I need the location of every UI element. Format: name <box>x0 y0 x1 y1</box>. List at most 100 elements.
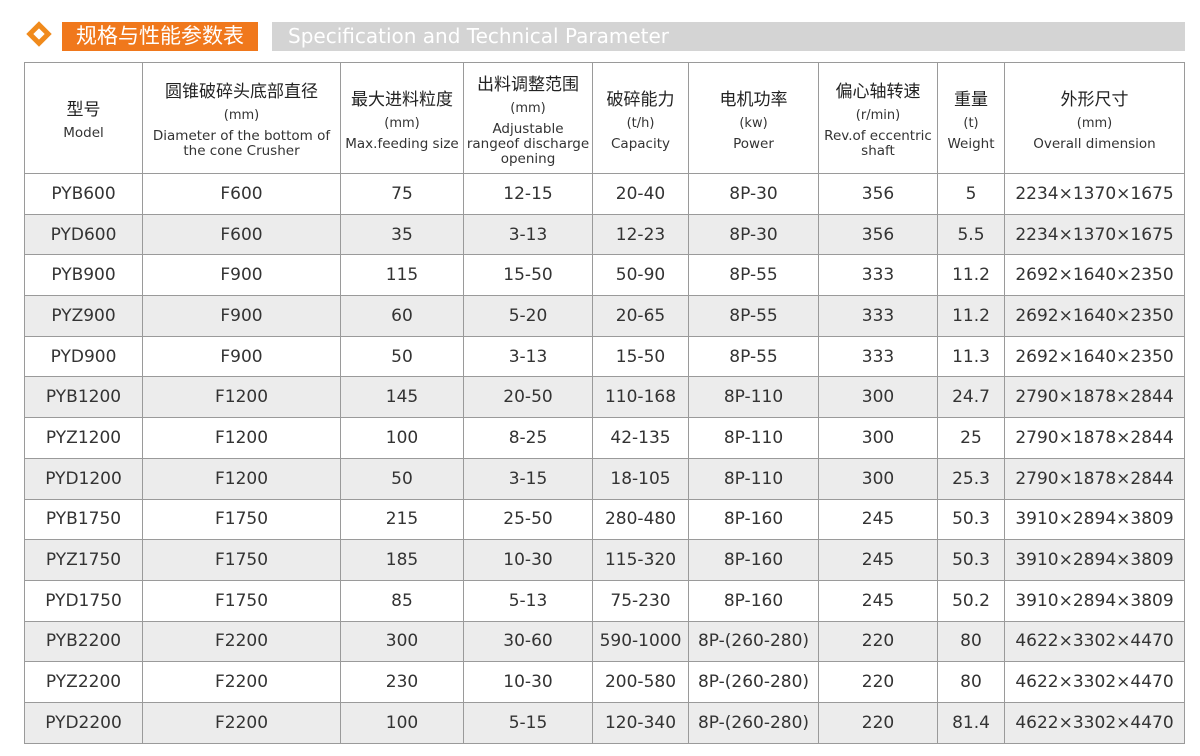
table-cell: F1200 <box>142 376 341 419</box>
table-cell: 35 <box>340 213 464 256</box>
header-cell: 出料调整范围 (mm) Adjustable rangeof discharge o… <box>463 62 593 174</box>
table-cell: 145 <box>340 376 464 419</box>
table-cell: 245 <box>818 539 938 581</box>
header-en: Max.feeding size <box>345 135 459 152</box>
table-cell: 2790×1878×2844 <box>1004 417 1185 459</box>
table-row: PYZ2200 F2200 230 10-30 200-580 8P-(260-280) 2… <box>24 661 1185 703</box>
table-cell: PYZ1750 <box>24 539 143 581</box>
table-cell: 245 <box>818 579 938 622</box>
table-cell: 4622×3302×4470 <box>1004 661 1185 703</box>
table-row: PYZ1200 F1200 100 8-25 42-135 8P-110 300 25 2790… <box>24 417 1185 459</box>
table-cell: PYD1200 <box>24 457 143 500</box>
header-zh: 重量 <box>954 89 988 110</box>
table-cell: 230 <box>340 661 464 703</box>
table-cell: 8P-(260-280) <box>688 620 819 663</box>
table-row: PYB1750 F1750 215 25-50 280-480 8P-160 245 50.3… <box>24 498 1185 541</box>
table-cell: 8P-55 <box>688 335 819 378</box>
table-cell: F1200 <box>142 417 341 459</box>
table-row: PYD2200 F2200 100 5-15 120-340 8P-(260-280) 22… <box>24 701 1185 744</box>
table-row: PYD600 F600 35 3-13 12-23 8P-30 356 5.5 2234×137… <box>24 213 1185 256</box>
table-cell: 300 <box>818 376 938 419</box>
header-en: Overall dimension <box>1033 135 1156 152</box>
table-cell: PYZ1200 <box>24 417 143 459</box>
table-cell: 25.3 <box>937 457 1005 500</box>
table-cell: 185 <box>340 539 464 581</box>
table-cell: 8P-30 <box>688 173 819 215</box>
table-cell: 50.3 <box>937 498 1005 541</box>
table-cell: 80 <box>937 620 1005 663</box>
table-cell: 280-480 <box>592 498 689 541</box>
table-cell: 120-340 <box>592 701 689 744</box>
table-cell: 20-40 <box>592 173 689 215</box>
spec-table: 型号 Model 圆锥破碎头底部直径 (mm) Diameter of the bott… <box>24 62 1185 744</box>
table-cell: 60 <box>340 295 464 337</box>
header-zh: 外形尺寸 <box>1060 89 1129 110</box>
table-cell: 8P-55 <box>688 295 819 337</box>
table-cell: 8P-160 <box>688 498 819 541</box>
table-cell: F2200 <box>142 701 341 744</box>
table-cell: 356 <box>818 213 938 256</box>
table-cell: PYD1750 <box>24 579 143 622</box>
header-unit: (mm) <box>1076 115 1113 131</box>
table-cell: 2790×1878×2844 <box>1004 457 1185 500</box>
table-cell: 8P-(260-280) <box>688 701 819 744</box>
header-zh: 破碎能力 <box>606 89 675 110</box>
table-cell: 2692×1640×2350 <box>1004 254 1185 297</box>
table-row: PYB600 F600 75 12-15 20-40 8P-30 356 5 2234×1370… <box>24 173 1185 215</box>
header-row: 型号 Model 圆锥破碎头底部直径 (mm) Diameter of the bott… <box>24 62 1185 174</box>
table-cell: 220 <box>818 661 938 703</box>
table-cell: 3910×2894×3809 <box>1004 539 1185 581</box>
table-row: PYD900 F900 50 3-13 15-50 8P-55 333 11.3 2692×16… <box>24 335 1185 378</box>
header-cell: 破碎能力 (t/h) Capacity <box>592 62 689 174</box>
table-cell: F2200 <box>142 620 341 663</box>
header-en: Adjustable rangeof discharge opening <box>466 120 590 167</box>
table-cell: PYZ900 <box>24 295 143 337</box>
table-cell: F1750 <box>142 539 341 581</box>
header-cell: 外形尺寸 (mm) Overall dimension <box>1004 62 1185 174</box>
table-cell: 8P-30 <box>688 213 819 256</box>
table-cell: 11.2 <box>937 254 1005 297</box>
table-cell: 5-15 <box>463 701 593 744</box>
table-cell: 85 <box>340 579 464 622</box>
table-cell: 333 <box>818 254 938 297</box>
header-cell: 圆锥破碎头底部直径 (mm) Diameter of the bottom of t… <box>142 62 341 174</box>
table-cell: PYD900 <box>24 335 143 378</box>
header-unit: (t/h) <box>626 115 655 131</box>
table-cell: 15-50 <box>463 254 593 297</box>
table-cell: F900 <box>142 335 341 378</box>
table-cell: F600 <box>142 213 341 256</box>
table-row: PYD1200 F1200 50 3-15 18-105 8P-110 300 25.3 279… <box>24 457 1185 500</box>
table-cell: 12-23 <box>592 213 689 256</box>
table-cell: PYB1200 <box>24 376 143 419</box>
header-unit: (t) <box>963 115 979 131</box>
table-cell: 8P-110 <box>688 376 819 419</box>
table-cell: 8P-110 <box>688 457 819 500</box>
table-cell: 20-65 <box>592 295 689 337</box>
table-cell: 50.3 <box>937 539 1005 581</box>
table-cell: 75 <box>340 173 464 215</box>
table-head: 型号 Model 圆锥破碎头底部直径 (mm) Diameter of the bott… <box>24 62 1185 174</box>
table-cell: 3910×2894×3809 <box>1004 579 1185 622</box>
header-zh: 型号 <box>66 100 101 120</box>
table-cell: F1750 <box>142 498 341 541</box>
table-cell: 300 <box>818 417 938 459</box>
table-cell: 3-15 <box>463 457 593 500</box>
table-cell: 25 <box>937 417 1005 459</box>
header-icon <box>26 21 52 47</box>
table-cell: 8-25 <box>463 417 593 459</box>
table-row: PYB1200 F1200 145 20-50 110-168 8P-110 300 24.7… <box>24 376 1185 419</box>
header-cell: 重量 (t) Weight <box>937 62 1005 174</box>
table-cell: 10-30 <box>463 539 593 581</box>
header-unit: (mm) <box>223 108 260 123</box>
table-cell: 42-135 <box>592 417 689 459</box>
table-cell: 220 <box>818 701 938 744</box>
table-cell: 50 <box>340 335 464 378</box>
table-cell: 25-50 <box>463 498 593 541</box>
table-cell: F900 <box>142 254 341 297</box>
table-cell: 2790×1878×2844 <box>1004 376 1185 419</box>
table-cell: 115-320 <box>592 539 689 581</box>
table-cell: 4622×3302×4470 <box>1004 701 1185 744</box>
table-cell: 100 <box>340 701 464 744</box>
